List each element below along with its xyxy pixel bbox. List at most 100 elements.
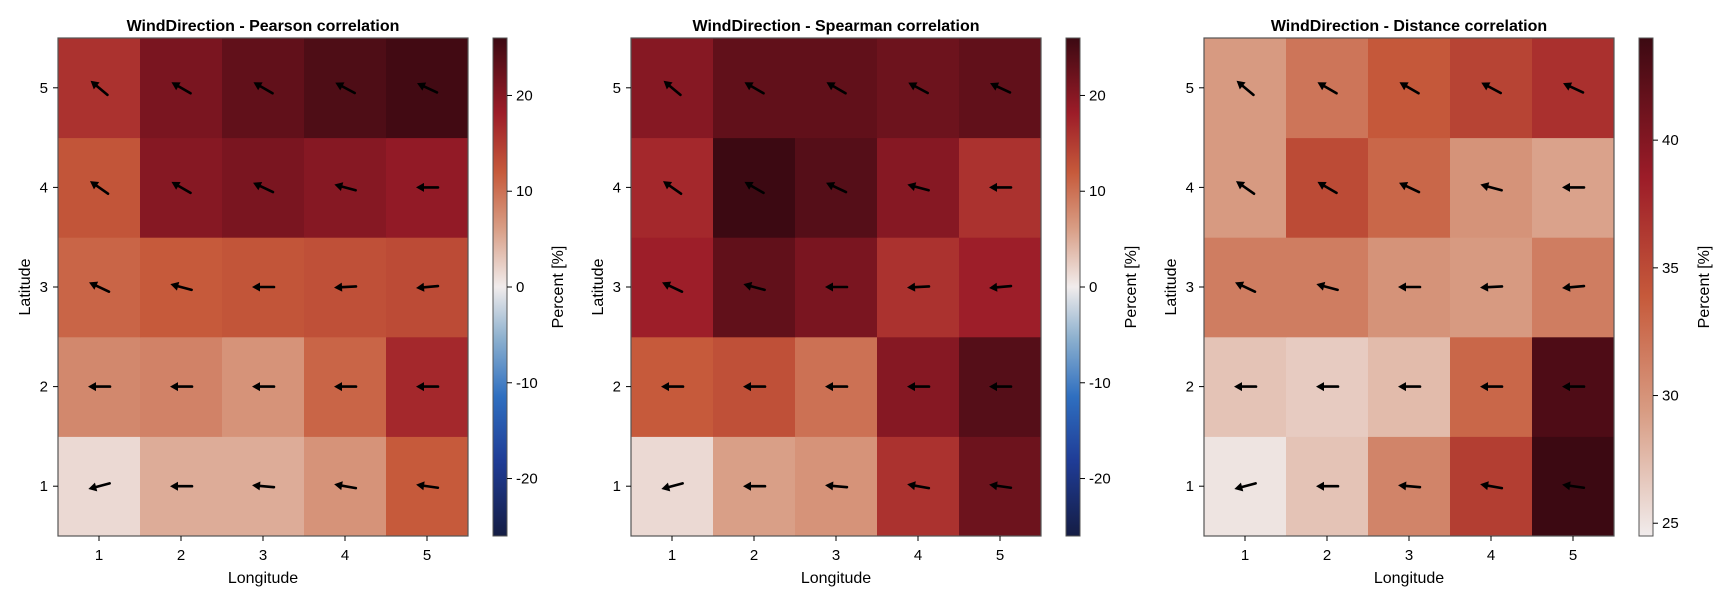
heatmap-cells (58, 38, 469, 537)
y-axis-label: Latitude (590, 258, 607, 315)
colorbar-tick-label: -20 (1089, 471, 1111, 488)
y-tick-label: 1 (613, 478, 621, 495)
wind-arrow (826, 82, 847, 95)
wind-arrow (334, 481, 358, 491)
colorbar-tick-label: -10 (1089, 375, 1111, 392)
x-ticks: 1 2 3 4 5 (95, 536, 431, 564)
wind-arrow (416, 481, 440, 491)
wind-arrow (334, 282, 358, 292)
colorbar-tick-label: 40 (1662, 132, 1679, 149)
wind-arrow (907, 282, 931, 292)
wind-arrow (1399, 82, 1420, 95)
wind-arrow (1317, 82, 1338, 95)
panel-title: WindDirection - Distance correlation (1271, 18, 1547, 35)
wind-arrow (334, 182, 357, 192)
wind-arrow (1562, 282, 1586, 292)
wind-arrow (1480, 182, 1503, 192)
y-tick-label: 2 (613, 379, 621, 396)
y-tick-label: 4 (613, 179, 621, 196)
wind-arrow (1316, 382, 1340, 392)
wind-arrow (1235, 281, 1257, 293)
wind-arrow (88, 382, 112, 392)
wind-arrow (661, 382, 685, 392)
colorbar (492, 37, 508, 537)
wind-arrow (1480, 282, 1504, 292)
wind-arrow (1234, 482, 1257, 492)
panel-distance: WindDirection - Distance correlation 1 2 3… (1163, 18, 1713, 587)
wind-arrow (1562, 382, 1586, 392)
wind-arrow (253, 182, 275, 194)
x-ticks: 1 2 3 4 5 (1241, 536, 1577, 564)
wind-arrow (826, 182, 848, 194)
wind-arrow (743, 281, 766, 292)
panel-title: WindDirection - Pearson correlation (127, 18, 400, 35)
wind-arrow (88, 482, 111, 492)
wind-arrow (744, 181, 765, 195)
wind-arrow (743, 382, 767, 392)
x-tick-label: 2 (1323, 547, 1331, 564)
y-tick-label: 1 (40, 478, 48, 495)
colorbar-label: Percent [%] (550, 246, 567, 329)
wind-arrow (663, 80, 682, 97)
wind-arrows (88, 80, 440, 492)
colorbar (1638, 37, 1654, 537)
wind-arrow (171, 181, 192, 195)
wind-arrow (662, 181, 683, 196)
x-tick-label: 2 (177, 547, 185, 564)
colorbar-tick-label: -10 (516, 375, 538, 392)
x-axis-label: Longitude (1374, 570, 1444, 587)
wind-arrow (334, 382, 358, 392)
x-tick-label: 4 (341, 547, 349, 564)
x-tick-label: 3 (1405, 547, 1413, 564)
y-tick-label: 2 (1186, 379, 1194, 396)
y-tick-label: 3 (613, 279, 621, 296)
wind-arrow (171, 82, 192, 95)
wind-arrow (1562, 182, 1586, 192)
wind-arrow (1316, 281, 1339, 292)
colorbar-tick-label: 0 (516, 279, 524, 296)
x-axis-label: Longitude (801, 570, 871, 587)
colorbar-tick-label: -20 (516, 471, 538, 488)
colorbar-ticks: -20 -10 0 10 20 (1080, 87, 1111, 488)
wind-arrow (89, 181, 110, 196)
wind-arrow (1398, 282, 1422, 292)
wind-arrow (1562, 481, 1586, 491)
x-axis-label: Longitude (228, 570, 298, 587)
wind-arrow (907, 382, 931, 392)
wind-arrow (1316, 481, 1340, 491)
wind-arrow (743, 481, 767, 491)
panel-pearson: WindDirection - Pearson correlation 1 2 3 4… (17, 18, 567, 587)
wind-arrow (825, 481, 849, 491)
wind-arrow (989, 382, 1013, 392)
panel-title: WindDirection - Spearman correlation (692, 18, 979, 35)
wind-arrow (744, 82, 765, 95)
wind-arrow (1235, 181, 1256, 196)
y-tick-label: 1 (1186, 478, 1194, 495)
y-axis-label: Latitude (1163, 258, 1180, 315)
y-tick-label: 3 (1186, 279, 1194, 296)
y-tick-label: 5 (613, 80, 621, 97)
x-tick-label: 5 (1569, 547, 1577, 564)
colorbar-tick-label: 20 (516, 87, 533, 104)
wind-arrow (416, 282, 440, 292)
wind-arrows (661, 80, 1013, 492)
colorbar-label: Percent [%] (1696, 246, 1713, 329)
y-ticks: 1 2 3 4 5 (613, 80, 631, 495)
wind-arrow (661, 482, 684, 492)
x-tick-label: 4 (914, 547, 922, 564)
wind-arrow (1398, 382, 1422, 392)
wind-arrow (989, 282, 1013, 292)
wind-arrow (1563, 82, 1585, 94)
colorbar-label: Percent [%] (1123, 246, 1140, 329)
wind-arrow (907, 182, 930, 192)
x-ticks: 1 2 3 4 5 (668, 536, 1004, 564)
wind-arrow (417, 82, 439, 94)
x-tick-label: 5 (996, 547, 1004, 564)
y-tick-label: 2 (40, 379, 48, 396)
panel-spearman: WindDirection - Spearman correlation 1 2 3… (590, 18, 1140, 587)
y-tick-label: 5 (40, 80, 48, 97)
y-tick-label: 4 (40, 179, 48, 196)
wind-arrow (170, 481, 194, 491)
wind-arrow (90, 80, 109, 97)
wind-arrow (1399, 182, 1421, 194)
